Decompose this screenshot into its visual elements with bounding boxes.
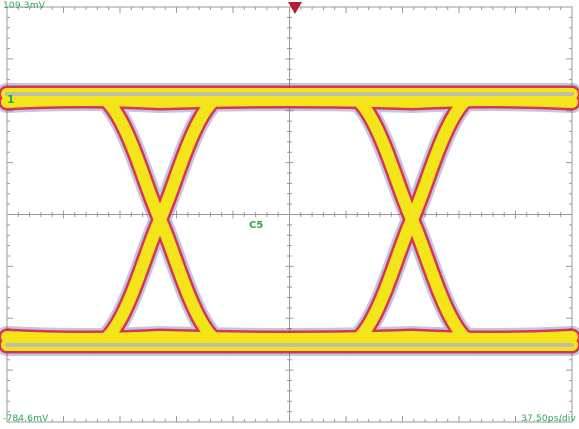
trace-layer-4 — [5, 92, 574, 347]
graticule-grid — [6, 6, 573, 423]
eye-1-top-edge — [1, 94, 166, 108]
bottom-scale-label: -784.6mV — [3, 414, 49, 424]
crossing-2-fall — [338, 88, 486, 351]
eye-1-bottom-edge — [1, 331, 166, 345]
top-scale-label: 109.3mV — [3, 1, 46, 11]
time-scale-label: 37.50ps/div — [521, 414, 576, 424]
ground-level-icon[interactable]: 1 — [7, 93, 15, 106]
channel-label: C5 — [249, 220, 264, 231]
eye-3-top-edge — [406, 94, 578, 108]
eye-traces — [0, 83, 579, 356]
eye-2-bottom-edge — [154, 331, 418, 345]
crossing-1-fall — [86, 88, 234, 351]
eye-3-bottom-edge — [406, 331, 578, 345]
trigger-triangle-icon[interactable] — [288, 2, 302, 14]
eye-2-top-edge — [154, 94, 418, 108]
